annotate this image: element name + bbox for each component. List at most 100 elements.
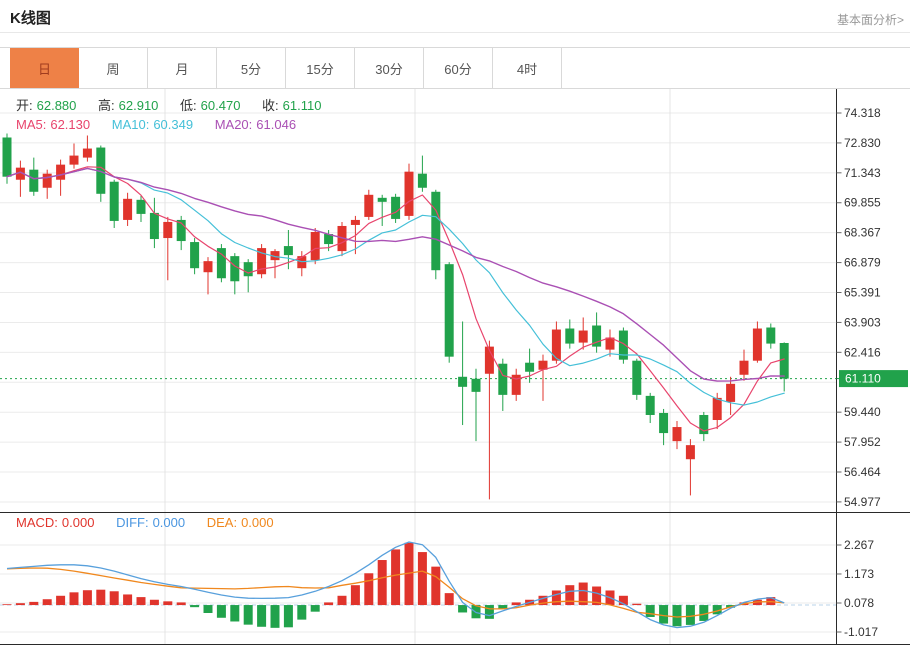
macd-bar [551,590,561,606]
candle-body [484,346,494,374]
macd-bar [618,595,628,606]
macd-bar [350,585,360,606]
price-tick-label: 68.367 [844,226,881,240]
macd-bar [444,593,454,606]
candle-body [123,198,133,220]
macd-bar [484,605,494,619]
macd-bar [82,590,92,606]
macd-bar [243,605,253,625]
macd-bar [297,605,307,620]
macd-bar [458,605,468,613]
macd-bar [257,605,267,627]
macd-bar [283,605,293,628]
macd-bar [2,604,12,606]
candle-body [685,445,695,460]
price-tick-label: 62.416 [844,345,881,359]
macd-bar [56,595,66,606]
candle-body [190,242,200,269]
candle-body [29,169,39,192]
candle-body [699,414,709,435]
tab-60min[interactable]: 60分 [424,48,493,88]
candle-body [203,261,213,273]
tab-week[interactable]: 周 [79,48,148,88]
fundamental-analysis-link[interactable]: 基本面分析> [836,13,904,27]
titlebar: K线图 基本面分析> [0,0,910,33]
tab-4hour[interactable]: 4时 [493,48,562,88]
candle-body [69,155,79,165]
macd-bar [15,603,25,606]
candle-body [752,328,762,361]
macd-bar [391,549,401,606]
macd-bar [230,605,240,622]
candle-body [592,325,602,347]
tab-month[interactable]: 月 [148,48,217,88]
candle-body [444,264,454,357]
macd-bar [123,594,133,606]
candle-body [109,181,119,221]
candle-body [364,194,374,217]
candle-body [230,256,240,282]
diff-line [6,541,785,629]
tab-5min[interactable]: 5分 [217,48,286,88]
candle-body [377,197,387,202]
candle-body [82,148,92,158]
candle-body [645,395,655,415]
candle-body [431,191,441,271]
dea-line [6,567,785,618]
kline-chart[interactable]: 74.318 72.830 71.343 69.855 68.367 66.879 65.3… [0,89,910,646]
candle-body [163,221,173,239]
macd-bar [176,602,186,606]
macd-bar [417,552,427,606]
macd-bar [565,585,575,606]
chart-area: 74.318 72.830 71.343 69.855 68.367 66.879 65.3… [0,89,910,646]
candle-body [2,137,12,177]
tab-30min[interactable]: 30分 [355,48,424,88]
tab-15min[interactable]: 15分 [286,48,355,88]
price-tick-label: 56.464 [844,465,881,479]
macd-bar [659,605,669,624]
macd-tick-label: 0.078 [844,596,874,610]
candle-body [618,330,628,360]
price-tick-label: 59.440 [844,405,881,419]
candle-body [659,412,669,434]
macd-tick-label: 2.267 [844,538,874,552]
macd-tick-label: -1.017 [844,625,878,639]
candle-body [149,212,159,240]
candle-body [176,219,186,242]
candle-body [337,225,347,252]
candle-body [525,362,535,372]
candle-body [538,360,548,370]
macd-bar [337,595,347,606]
price-tick-label: 63.903 [844,315,881,329]
candle-body [391,196,401,219]
macd-bar [498,605,508,610]
candle-body [56,164,66,180]
candle-body [766,327,776,344]
macd-bar [404,542,414,606]
macd-tick-label: 1.173 [844,567,874,581]
candle-body [712,397,722,421]
candle-body [511,374,521,395]
macd-bar [645,605,655,617]
price-tick-label: 57.952 [844,435,881,449]
candle-body [458,376,468,387]
tab-day[interactable]: 日 [10,48,79,88]
price-tick-label: 69.855 [844,196,881,210]
macd-bar [364,573,374,606]
candle-body [739,360,749,375]
macd-bar [136,597,146,606]
candle-body [136,199,146,214]
ma20-line [6,167,785,382]
candle-body [216,248,226,279]
macd-bar [685,605,695,625]
macd-bar [632,603,642,606]
candle-body [310,231,320,261]
candle-body [632,360,642,395]
price-tick-label: 74.318 [844,106,881,120]
macd-bar [96,589,106,606]
period-tabs: 日 周 月 5分 15分 30分 60分 4时 [0,47,910,89]
candle-body [672,427,682,442]
macd-bar [190,605,200,608]
candle-body [471,378,481,392]
